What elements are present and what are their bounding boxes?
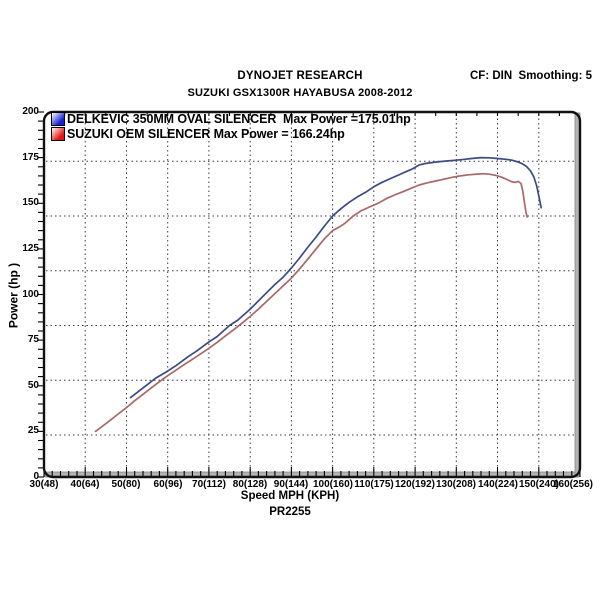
suzuki-oem-series-swatch-icon [51, 127, 65, 141]
report-title: DYNOJET RESEARCH [237, 70, 363, 82]
legend-item-delkevic: DELKEVIC 350MM OVAL SILENCER Max Power =… [51, 112, 411, 126]
delkevic-series-swatch-icon [51, 112, 65, 126]
legend-label: DELKEVIC 350MM OVAL SILENCER Max Power =… [67, 112, 411, 126]
report-subtitle: SUZUKI GSX1300R HAYABUSA 2008-2012 [187, 87, 413, 99]
legend-label: SUZUKI OEM SILENCER Max Power = 166.24hp [67, 127, 345, 141]
x-axis-title: Speed MPH (KPH) [240, 490, 340, 502]
y-axis-title: Power (hp ) [6, 262, 21, 329]
suzuki-oem-power-curve [94, 172, 529, 433]
delkevic-power-curve [129, 156, 543, 399]
legend-item-suzuki-oem: SUZUKI OEM SILENCER Max Power = 166.24hp [51, 127, 345, 141]
correction-smoothing-settings: CF: DIN Smoothing: 5 [469, 70, 592, 82]
run-id: PR2255 [269, 506, 311, 518]
